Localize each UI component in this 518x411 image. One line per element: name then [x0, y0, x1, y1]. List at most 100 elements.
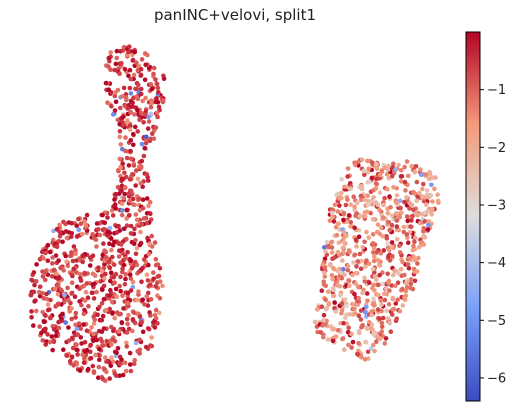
scatter-point [345, 263, 351, 269]
scatter-point [135, 297, 140, 303]
scatter-point [333, 309, 339, 315]
scatter-point [365, 158, 370, 164]
scatter-point [141, 120, 146, 125]
scatter-point [118, 242, 124, 247]
scatter-point [96, 265, 101, 270]
scatter-point [76, 321, 82, 326]
scatter-point [128, 76, 134, 82]
scatter-point [396, 271, 401, 276]
scatter-point [123, 255, 128, 261]
scatter-point [376, 292, 381, 298]
scatter-point [365, 193, 370, 199]
scatter-point [104, 369, 109, 375]
scatter-point [108, 50, 113, 55]
scatter-point [93, 352, 98, 358]
scatter-point [127, 272, 133, 278]
scatter-point [129, 231, 134, 236]
scatter-point [360, 244, 366, 250]
scatter-point [365, 170, 371, 175]
scatter-point [147, 310, 152, 315]
scatter-point [341, 250, 347, 255]
scatter-point [141, 216, 147, 221]
scatter-point [55, 283, 61, 289]
scatter-point [349, 345, 354, 350]
scatter-point [143, 95, 148, 101]
scatter-point [402, 199, 407, 205]
scatter-point [91, 321, 97, 326]
scatter-point [107, 293, 112, 298]
scatter-point [319, 288, 325, 294]
scatter-point [130, 58, 136, 63]
scatter-point [108, 278, 113, 284]
scatter-point [370, 217, 376, 222]
scatter-point [379, 324, 385, 330]
scatter-point [138, 229, 143, 235]
scatter-point [131, 142, 136, 148]
scatter-point [138, 240, 144, 246]
scatter-point [358, 353, 364, 359]
scatter-point [94, 221, 100, 226]
scatter-point [377, 316, 382, 321]
scatter-point [380, 315, 386, 321]
scatter-point [377, 263, 383, 268]
scatter-point [341, 217, 346, 223]
scatter-point [415, 261, 420, 266]
scatter-point [102, 248, 107, 253]
scatter-point [148, 104, 154, 110]
scatter-point [89, 290, 95, 296]
scatter-point [160, 283, 165, 289]
scatter-point [385, 316, 391, 321]
scatter-point [356, 295, 362, 301]
scatter-point [53, 333, 59, 339]
scatter-point [110, 254, 115, 260]
scatter-point [119, 208, 125, 213]
scatter-point [398, 266, 404, 272]
scatter-point [127, 362, 133, 367]
scatter-point [385, 167, 391, 172]
scatter-point [112, 280, 117, 285]
scatter-point [122, 360, 128, 366]
scatter-point [323, 297, 328, 303]
scatter-point [356, 313, 362, 319]
scatter-point [88, 355, 94, 361]
scatter-point [60, 311, 65, 317]
scatter-point [423, 172, 429, 177]
scatter-point [364, 258, 369, 263]
scatter-point [82, 307, 87, 313]
scatter-point [133, 212, 139, 217]
scatter-point [331, 287, 336, 293]
scatter-point [31, 323, 36, 328]
scatter-point [86, 304, 91, 309]
scatter-point [55, 276, 60, 281]
scatter-point [69, 250, 74, 255]
scatter-point [75, 352, 80, 357]
scatter-point [425, 208, 431, 214]
scatter-point [120, 269, 125, 275]
scatter-point [394, 218, 400, 223]
scatter-point [364, 291, 370, 296]
scatter-point [362, 213, 368, 219]
scatter-point [87, 263, 93, 268]
scatter-point [380, 215, 386, 220]
scatter-point [114, 224, 119, 229]
scatter-point [120, 372, 126, 378]
scatter-point [140, 265, 145, 271]
scatter-point [81, 322, 86, 327]
scatter-point [372, 348, 377, 354]
scatter-point [115, 345, 121, 351]
scatter-point [45, 242, 51, 248]
scatter-point [320, 323, 325, 328]
scatter-point [29, 315, 34, 320]
colorbar-ticks: −1 −2 −3 −4 −5 −6 [480, 83, 506, 386]
scatter-point [384, 292, 390, 297]
scatter-point [402, 179, 408, 185]
scatter-point [399, 210, 404, 215]
scatter-point [153, 262, 159, 268]
scatter-point [125, 106, 130, 111]
scatter-point [50, 255, 55, 260]
scatter-point [51, 339, 57, 345]
scatter-point [97, 357, 102, 363]
scatter-point [131, 163, 137, 168]
scatter-point [144, 294, 149, 299]
scatter-point [407, 206, 412, 211]
